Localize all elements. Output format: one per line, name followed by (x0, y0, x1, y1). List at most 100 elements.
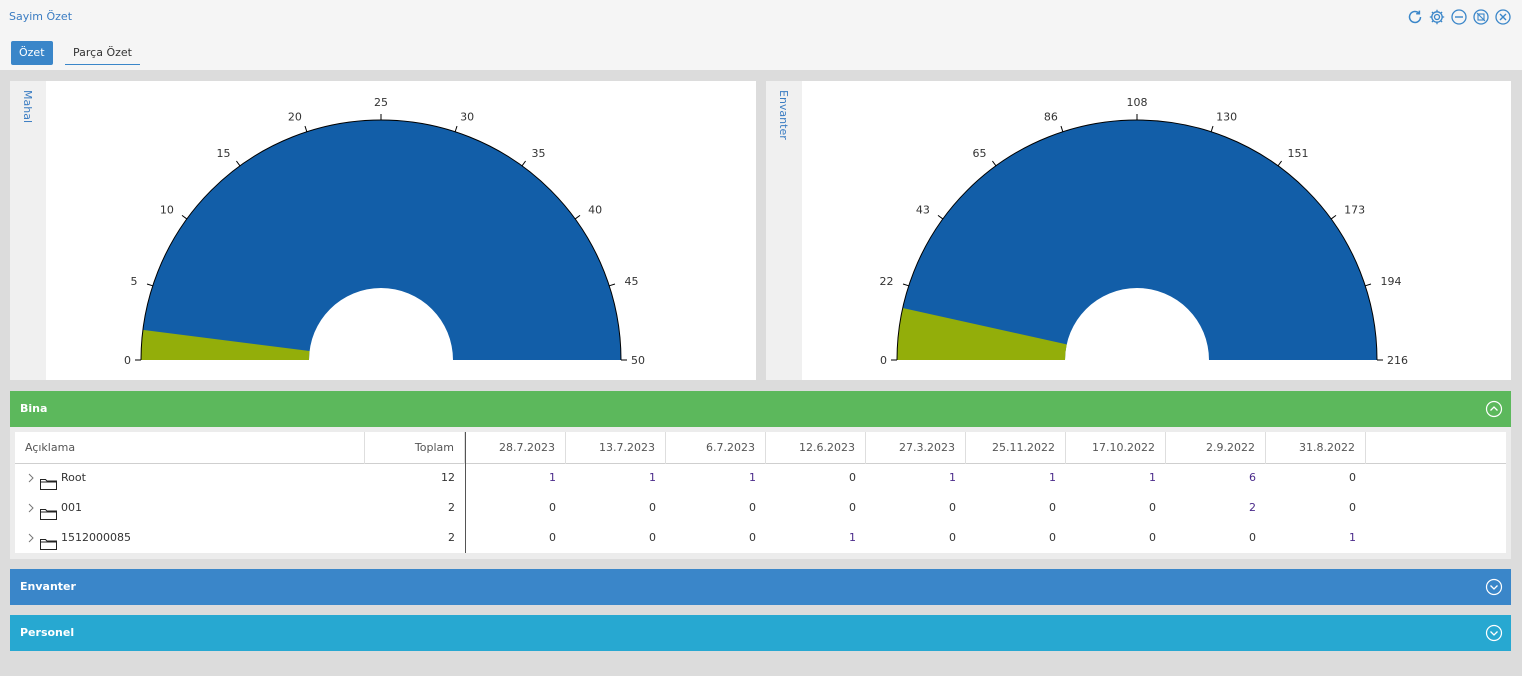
gauge-tick-label: 0 (124, 354, 131, 367)
gauge-tick (937, 215, 944, 220)
title-bar: Sayim Özet (0, 0, 1522, 36)
minimize-icon[interactable] (1450, 8, 1468, 26)
envanter-gauge-panel: Envanter 0 22 43 65 86 108 130 151 173 194 216 (766, 81, 1511, 380)
gauge-tick-label: 0 (880, 354, 887, 367)
column-header-date[interactable]: 25.11.2022 (966, 432, 1066, 464)
column-header-date[interactable]: 28.7.2023 (466, 432, 566, 464)
mahal-gauge-label: Mahal (21, 90, 34, 123)
column-header-date[interactable]: 27.3.2023 (866, 432, 966, 464)
cell-value: 0 (549, 501, 556, 514)
bina-section-body: Açıklama Toplam 28.7.2023 13.7.2023 6.7.… (10, 427, 1511, 559)
gauge-tick-label: 43 (916, 204, 930, 217)
column-header-date[interactable]: 13.7.2023 (566, 432, 666, 464)
gauge-tick-label: 173 (1344, 204, 1365, 217)
table-row[interactable]: 1512000085 2 0 0 0 1 0 0 0 0 1 (15, 525, 1506, 555)
column-header-aciklama[interactable]: Açıklama (15, 432, 365, 464)
gear-icon[interactable] (1428, 8, 1446, 26)
gauge-tick (454, 125, 458, 132)
envanter-gauge-chart: 0 22 43 65 86 108 130 151 173 194 216 (880, 96, 1408, 367)
gauge-tick-label: 50 (631, 354, 645, 367)
envanter-gauge-label: Envanter (777, 90, 790, 140)
cell-value: 0 (1249, 531, 1256, 544)
cell-value: 1 (1049, 471, 1056, 484)
column-header-date[interactable]: 2.9.2022 (1166, 432, 1266, 464)
mahal-gauge-panel: Mahal 0 5 10 15 20 25 30 35 40 45 50 (10, 81, 756, 380)
table-row[interactable]: 001 2 0 0 0 0 0 0 0 2 0 (15, 495, 1506, 525)
cell-value: 0 (649, 531, 656, 544)
folder-icon (40, 539, 57, 550)
bina-section-header[interactable]: Bina (10, 391, 1511, 427)
column-header-toplam[interactable]: Toplam (365, 432, 465, 464)
cell-value: 0 (749, 501, 756, 514)
folder-icon (40, 509, 57, 520)
personel-section-header[interactable]: Personel (10, 615, 1511, 651)
gauge-tick-label: 22 (880, 275, 894, 288)
column-header-date[interactable]: 17.10.2022 (1066, 432, 1166, 464)
gauge-tick (1060, 125, 1064, 132)
gauge-tick (902, 283, 909, 287)
refresh-icon[interactable] (1406, 8, 1424, 26)
table-row[interactable]: Root 12 1 1 1 0 1 1 1 6 0 (15, 465, 1506, 495)
chevron-right-icon[interactable] (27, 473, 35, 483)
cell-value: 0 (1049, 531, 1056, 544)
cell-value: 1 (1349, 531, 1356, 544)
bina-section-title: Bina (20, 402, 48, 415)
gauge-tick (1365, 283, 1372, 287)
cell-value: 1 (949, 471, 956, 484)
mahal-side-strip: Mahal (10, 81, 46, 380)
gauge-total-band (897, 120, 1377, 360)
cell-value: 0 (849, 501, 856, 514)
gauge-tick-label: 35 (531, 147, 545, 160)
gauge-tick (236, 160, 241, 167)
cell-value: 0 (649, 501, 656, 514)
gauge-tick-label: 151 (1287, 147, 1308, 160)
tab-bar: Özet Parça Özet (0, 36, 1522, 70)
close-icon[interactable] (1494, 8, 1512, 26)
cell-value: 0 (749, 531, 756, 544)
folder-icon (40, 479, 57, 490)
cell-value: 1 (649, 471, 656, 484)
gauge-tick-label: 216 (1387, 354, 1408, 367)
tab-ozet[interactable]: Özet (11, 41, 53, 65)
chevron-right-icon[interactable] (27, 503, 35, 513)
gauge-tick-label: 108 (1127, 96, 1148, 109)
column-header-date[interactable]: 12.6.2023 (766, 432, 866, 464)
chevron-up-icon[interactable] (1485, 400, 1503, 418)
cell-value: 1 (1149, 471, 1156, 484)
gauge-tick (609, 283, 616, 287)
table-header: Açıklama Toplam 28.7.2023 13.7.2023 6.7.… (15, 432, 1506, 464)
cell-value: 0 (949, 531, 956, 544)
gauge-tick-label: 25 (374, 96, 388, 109)
cell-value: 0 (1349, 471, 1356, 484)
window-controls (1406, 8, 1512, 26)
gauge-tick (1330, 215, 1337, 220)
chevron-down-icon[interactable] (1485, 578, 1503, 596)
frozen-column-divider (465, 432, 466, 553)
gauge-tick (181, 215, 188, 220)
row-total: 2 (448, 501, 455, 514)
unpin-icon[interactable] (1472, 8, 1490, 26)
gauge-tick (146, 283, 153, 287)
gauge-tick-label: 45 (624, 275, 638, 288)
gauge-outline-arc (140, 119, 622, 361)
cell-value: 6 (1249, 471, 1256, 484)
row-total: 2 (448, 531, 455, 544)
row-label: 001 (61, 501, 82, 514)
app-title: Sayim Özet (9, 10, 73, 23)
cell-value: 0 (1349, 501, 1356, 514)
gauge-tick-label: 10 (160, 204, 174, 217)
bina-table: Açıklama Toplam 28.7.2023 13.7.2023 6.7.… (15, 432, 1506, 553)
personel-section-title: Personel (20, 626, 75, 639)
column-header-date[interactable]: 31.8.2022 (1266, 432, 1366, 464)
gauge-tick-label: 5 (131, 275, 138, 288)
gauge-tick-label: 194 (1380, 275, 1401, 288)
cell-value: 0 (1149, 531, 1156, 544)
envanter-section-header[interactable]: Envanter (10, 569, 1511, 605)
column-header-date[interactable]: 6.7.2023 (666, 432, 766, 464)
chevron-down-icon[interactable] (1485, 624, 1503, 642)
cell-value: 1 (549, 471, 556, 484)
chevron-right-icon[interactable] (27, 533, 35, 543)
row-label: Root (61, 471, 86, 484)
tab-parca-ozet[interactable]: Parça Özet (65, 41, 140, 65)
cell-value: 0 (949, 501, 956, 514)
